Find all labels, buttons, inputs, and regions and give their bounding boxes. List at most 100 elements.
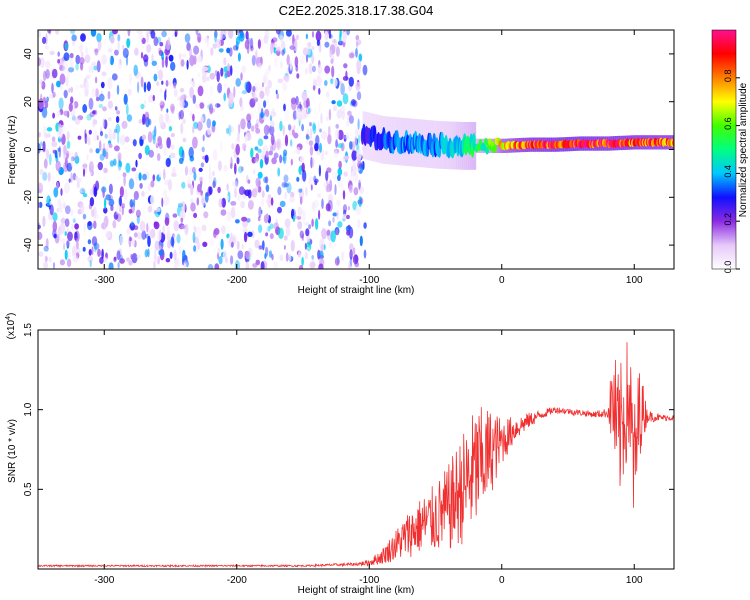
heatmap-noise-cell [185,223,189,234]
heatmap-noise-cell [336,100,343,107]
heatmap-noise-cell [87,255,93,263]
heatmap-noise-cell [84,133,88,145]
heatmap-noise-cell [280,60,283,69]
heatmap-noise-cell [212,170,215,177]
heatmap-noise-cell [241,65,247,74]
heatmap-noise-cell [235,219,240,224]
heatmap-noise-cell [170,133,175,138]
heatmap-noise-cell [118,58,123,70]
colorbar-tick-label: 0.6 [723,117,733,130]
heatmap-noise-cell [171,32,174,37]
heatmap-noise-cell [333,38,337,49]
heatmap-noise-cell [198,176,204,182]
heatmap-noise-cell [220,209,227,216]
heatmap-noise-cell [269,124,275,136]
heatmap-noise-cell [354,261,360,268]
heatmap-noise-cell [140,76,144,88]
heatmap-noise-cell [189,54,195,67]
heatmap-noise-cell [80,62,84,71]
heatmap-y-tick-label: 0 [23,146,34,152]
heatmap-noise-cell [93,109,98,116]
heatmap-noise-cell [45,133,51,138]
heatmap-noise-cell [359,197,364,205]
heatmap-noise-cell [69,152,75,157]
heatmap-noise-cell [329,49,333,58]
heatmap-noise-cell [68,66,75,73]
heatmap-noise-cell [70,86,74,93]
heatmap-noise-cell [158,50,164,56]
heatmap-noise-cell [314,218,319,230]
heatmap-noise-cell [66,150,70,159]
heatmap-noise-cell [72,254,79,263]
heatmap-noise-cell [332,171,337,181]
heatmap-noise-cell [47,172,51,182]
heatmap-noise-cell [38,98,45,110]
heatmap-noise-cell [78,57,85,65]
heatmap-noise-cell [152,174,156,182]
heatmap-noise-cell [105,147,109,153]
heatmap-noise-cell [126,114,133,122]
heatmap-noise-cell [259,90,265,99]
heatmap-noise-cell [265,184,270,193]
heatmap-noise-cell [275,89,278,95]
heatmap-noise-cell [274,56,278,68]
heatmap-noise-cell [123,174,126,187]
heatmap-noise-cell [306,241,312,252]
heatmap-noise-cell [214,102,217,110]
heatmap-noise-cell [331,38,337,44]
heatmap-noise-cell [231,143,235,150]
heatmap-noise-cell [326,229,331,236]
heatmap-noise-cell [288,254,292,262]
heatmap-noise-cell [158,229,162,241]
heatmap-noise-cell [226,183,229,192]
heatmap-noise-cell [218,198,223,208]
heatmap-noise-cell [114,145,120,152]
heatmap-noise-cell [235,78,241,87]
heatmap-noise-cell [126,257,130,262]
heatmap-noise-cell [132,139,137,147]
snr-x-tick-label: 0 [499,575,505,586]
heatmap-noise-cell [258,245,263,250]
heatmap-noise-cell [261,190,265,198]
heatmap-noise-cell [277,206,282,214]
heatmap-noise-cell [286,182,292,194]
heatmap-noise-cell [115,116,120,123]
heatmap-noise-cell [325,150,328,156]
heatmap-noise-cell [79,43,83,54]
heatmap-noise-cell [279,200,286,208]
heatmap-noise-cell [140,51,144,59]
heatmap-noise-cell [74,233,78,241]
heatmap-noise-cell [154,125,157,137]
heatmap-noise-cell [217,186,221,194]
colorbar-tick-label: 0.4 [723,165,733,178]
heatmap-noise-cell [116,110,121,115]
heatmap-noise-cell [192,125,195,134]
heatmap-noise-cell [87,239,92,245]
heatmap-noise-cell [112,30,118,35]
heatmap-noise-cell [80,202,85,215]
heatmap-noise-cell [63,89,68,99]
heatmap-noise-cell [117,41,121,52]
heatmap-x-label: Height of straight line (km) [298,285,415,296]
heatmap-noise-cell [197,85,204,97]
heatmap-noise-cell [161,80,164,85]
heatmap-noise-cell [195,30,199,36]
heatmap-noise-cell [170,61,176,71]
heatmap-noise-cell [49,200,52,206]
heatmap-noise-cell [324,80,328,86]
heatmap-noise-cell [63,52,70,61]
heatmap-noise-cell [43,158,48,169]
heatmap-noise-cell [257,138,264,147]
heatmap-noise-cell [138,172,142,181]
heatmap-noise-cell [39,201,43,208]
heatmap-noise-cell [327,199,333,212]
heatmap-noise-cell [233,180,238,192]
heatmap-noise-cell [265,68,271,75]
heatmap-noise-cell [96,135,99,141]
heatmap-noise-cell [111,73,118,81]
heatmap-noise-cell [334,149,338,159]
heatmap-noise-cell [146,31,149,43]
heatmap-noise-cell [152,129,156,140]
heatmap-noise-cell [208,163,211,175]
snr-x-axis: -300 -200 -100 0 100 [94,330,643,586]
